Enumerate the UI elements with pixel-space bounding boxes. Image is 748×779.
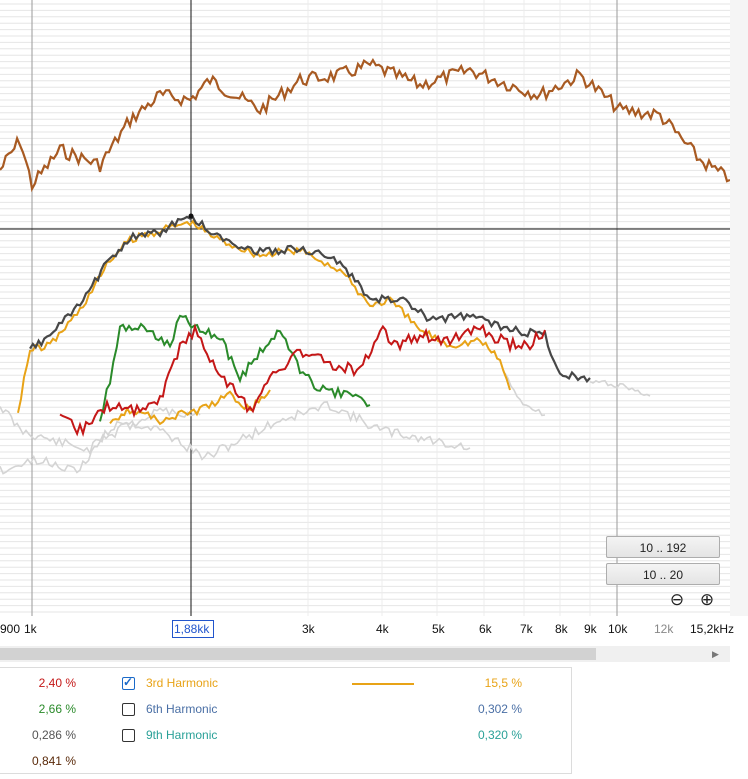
x-tick-label: 10k [608, 622, 628, 636]
x-tick-label: 6k [479, 622, 492, 636]
x-tick-label: 1k [24, 622, 37, 636]
scroll-right-icon[interactable]: ▶ [712, 649, 719, 659]
harmonics-list [0, 667, 572, 774]
legend-label-6th-harmonic: 6th Harmonic [146, 702, 218, 716]
x-tick-label: 15,2kHz [690, 622, 735, 636]
checkbox-3rd-harmonic[interactable] [122, 675, 135, 690]
legend-label-3rd-harmonic: 3rd Harmonic [146, 676, 219, 690]
legend-pct-6th-harmonic: 0,302 % [477, 702, 522, 716]
legend-value: 0,286 % [31, 728, 76, 742]
x-tick-label: 9k [584, 622, 597, 636]
legend-value: 0,841 % [31, 754, 76, 768]
zoom-out-icon[interactable]: ⊖ [669, 590, 685, 609]
legend-panel: 2,40 % 2,66 % 0,286 % 0,841 % 3rd Harmon… [0, 662, 748, 779]
series-curve [0, 57, 730, 193]
scrollbar-thumb[interactable] [0, 648, 596, 660]
checkbox-6th-harmonic[interactable] [122, 703, 135, 716]
checkbox-9th-harmonic[interactable] [122, 729, 135, 742]
vertical-scrollbar[interactable] [730, 0, 748, 616]
x-tick-label: 3k [302, 622, 315, 636]
legend-pct-9th-harmonic: 0,320 % [477, 728, 522, 742]
range-button-1[interactable]: 10 .. 192 [606, 536, 720, 558]
series-curve [99, 314, 371, 422]
x-tick-label: 900 [0, 622, 21, 636]
x-tick-label: 5k [432, 622, 445, 636]
series-curve [29, 215, 591, 384]
series-curve [59, 323, 546, 437]
x-tick-label: 4k [376, 622, 389, 636]
series-curve [0, 406, 201, 475]
series-curve [504, 372, 546, 417]
zoom-in-icon[interactable]: ⊕ [699, 590, 715, 609]
range-button-2[interactable]: 10 .. 20 [606, 563, 720, 585]
legend-swatch-3rd-harmonic [352, 683, 414, 685]
legend-value: 2,40 % [38, 676, 76, 690]
frequency-response-plot[interactable]: 10 .. 192 10 .. 20 ⊖ ⊕ [0, 0, 730, 616]
legend-label-9th-harmonic: 9th Harmonic [146, 728, 218, 742]
series-curve [0, 401, 471, 461]
x-tick-label: 7k [520, 622, 533, 636]
cursor-frequency-label: 1,88kk [172, 620, 214, 638]
x-tick-label: 8k [555, 622, 568, 636]
series-curve [109, 389, 271, 426]
x-tick-label: 12k [654, 622, 674, 636]
legend-value: 2,66 % [38, 702, 76, 716]
cursor-marker [188, 213, 194, 219]
legend-pct-3rd-harmonic: 15,5 % [484, 676, 522, 690]
horizontal-scrollbar[interactable]: ▶ [0, 646, 730, 662]
x-axis: 900 1k 3k 4k 5k 6k 7k 8k 9k 10k 12k 15,2… [0, 616, 748, 646]
plot-canvas[interactable] [0, 0, 730, 616]
series-curve [589, 379, 651, 397]
